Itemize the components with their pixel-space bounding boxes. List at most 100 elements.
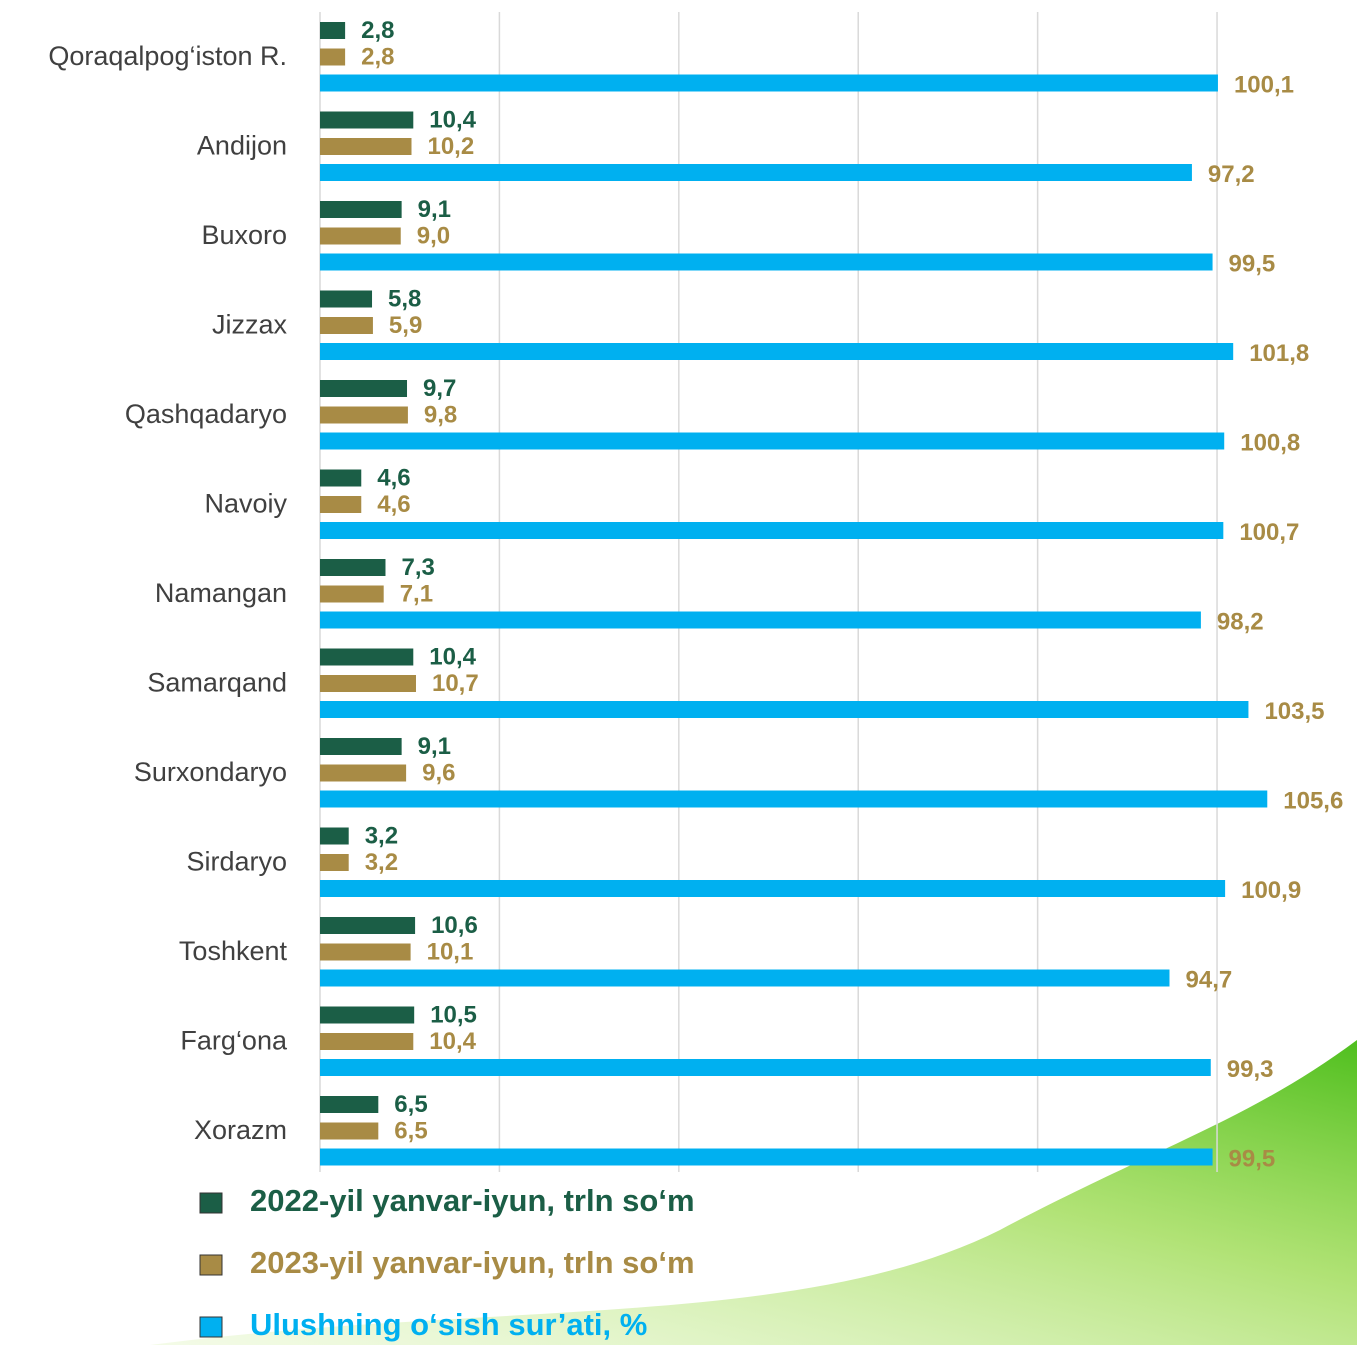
- value-label: 6,5: [394, 1091, 427, 1118]
- value-label: 100,7: [1239, 519, 1299, 546]
- bar: [320, 1059, 1211, 1076]
- value-label: 103,5: [1264, 698, 1324, 725]
- bar: [320, 138, 412, 155]
- value-label: 9,1: [418, 196, 451, 223]
- bar: [320, 22, 346, 39]
- bar: [320, 701, 1249, 718]
- bar: [320, 1148, 1213, 1166]
- bar: [320, 585, 384, 603]
- value-label: 2,8: [361, 17, 394, 44]
- value-label: 99,5: [1229, 250, 1276, 277]
- value-label: 9,6: [422, 759, 455, 786]
- category-label: Qashqadaryo: [125, 399, 287, 429]
- value-label: 10,7: [432, 670, 479, 697]
- legend-marker: [199, 1316, 223, 1338]
- bar: [320, 317, 373, 334]
- bar: [320, 1122, 379, 1140]
- category-label: Surxondaryo: [134, 757, 287, 787]
- value-label: 100,1: [1234, 71, 1294, 98]
- bar: [320, 1096, 379, 1113]
- category-label: Buxoro: [201, 220, 287, 250]
- legend-label: 2023-yil yanvar-iyun, trln so‘m: [250, 1245, 695, 1280]
- value-label: 100,8: [1240, 429, 1300, 456]
- bar: [320, 1006, 415, 1024]
- value-label: 10,4: [429, 1028, 476, 1055]
- legend-label: 2022-yil yanvar-iyun, trln so‘m: [250, 1183, 695, 1218]
- bar: [320, 343, 1234, 360]
- value-label: 101,8: [1249, 340, 1309, 367]
- legend-marker: [199, 1192, 223, 1214]
- value-label: 3,2: [365, 849, 398, 876]
- legend-label: Ulushning o‘sish sur’ati, %: [250, 1307, 647, 1342]
- bar: [320, 611, 1201, 629]
- bar: [320, 917, 416, 934]
- bar: [320, 764, 407, 782]
- bar: [320, 675, 416, 692]
- value-label: 97,2: [1208, 161, 1255, 188]
- bar: [320, 1033, 414, 1050]
- value-label: 9,0: [417, 222, 450, 249]
- bar: [320, 469, 362, 487]
- value-label: 10,5: [430, 1001, 477, 1028]
- category-label: Xorazm: [194, 1115, 287, 1145]
- value-label: 10,6: [431, 912, 478, 939]
- bar: [320, 496, 362, 513]
- bar: [320, 880, 1226, 897]
- bar: [320, 827, 349, 845]
- bar: [320, 48, 346, 66]
- value-label: 94,7: [1186, 966, 1233, 993]
- value-label: 4,6: [377, 464, 410, 491]
- bar: [320, 790, 1268, 808]
- bar: [320, 648, 414, 666]
- value-label: 7,3: [401, 554, 434, 581]
- category-label: Namangan: [155, 578, 287, 608]
- bar: [320, 253, 1213, 271]
- category-label: Qoraqalpog‘iston R.: [48, 41, 287, 71]
- value-label: 10,1: [427, 938, 474, 965]
- value-label: 10,2: [427, 133, 474, 160]
- bar: [320, 559, 386, 576]
- value-label: 10,4: [429, 643, 476, 670]
- category-label: Toshkent: [179, 936, 288, 966]
- bar: [320, 432, 1225, 450]
- bar: [320, 74, 1218, 92]
- value-label: 99,5: [1229, 1145, 1276, 1172]
- value-label: 99,3: [1227, 1056, 1274, 1083]
- value-label: 98,2: [1217, 608, 1264, 635]
- decoration: [150, 1040, 1357, 1345]
- value-label: 5,9: [389, 312, 422, 339]
- bar: [320, 969, 1170, 987]
- legend-marker: [199, 1254, 223, 1276]
- value-label: 100,9: [1241, 877, 1301, 904]
- value-label: 6,5: [394, 1117, 427, 1144]
- bar: [320, 290, 373, 308]
- category-label: Andijon: [197, 131, 287, 161]
- value-label: 9,8: [424, 401, 457, 428]
- value-label: 2,8: [361, 43, 394, 70]
- value-label: 3,2: [365, 822, 398, 849]
- bar: [320, 380, 408, 397]
- category-label: Navoiy: [204, 489, 287, 519]
- value-label: 9,7: [423, 375, 456, 402]
- bar: [320, 406, 408, 424]
- bar: [320, 738, 402, 755]
- value-label: 105,6: [1283, 787, 1343, 814]
- category-label: Samarqand: [147, 668, 287, 698]
- value-label: 9,1: [418, 733, 451, 760]
- category-label: Jizzax: [212, 310, 288, 340]
- bar: [320, 201, 402, 218]
- bar: [320, 164, 1192, 181]
- bar: [320, 854, 349, 871]
- category-label: Farg‘ona: [180, 1026, 288, 1056]
- value-label: 5,8: [388, 285, 421, 312]
- value-label: 10,4: [429, 106, 476, 133]
- bar: [320, 943, 411, 961]
- bar: [320, 227, 401, 245]
- category-label: Sirdaryo: [186, 847, 287, 877]
- value-label: 7,1: [400, 580, 433, 607]
- bar: [320, 522, 1224, 539]
- value-label: 4,6: [377, 491, 410, 518]
- bar: [320, 111, 414, 129]
